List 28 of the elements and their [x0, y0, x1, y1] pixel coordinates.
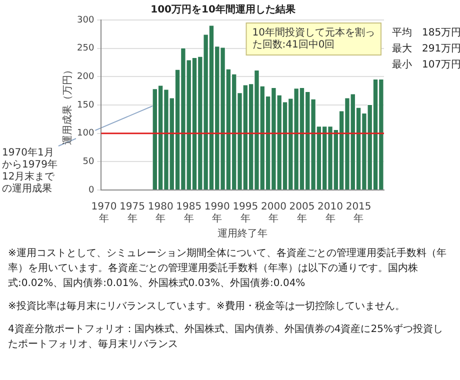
annotation: 1970年1月から1979年12月末までの運用成果: [2, 146, 58, 195]
x-tick-label: 2010年: [318, 202, 343, 225]
annotation: 10年間投資して元本を割った回数:41回中0回: [252, 26, 376, 51]
text: ※運用コストとして、シミュレーション期間全体について、各資産ごとの管理運用委託手数料（年率）を用いています。各資産ごとの管理運用委託手数料（年率）は以下の通りです。国内株式:0.02%、国内債券:0.01%、外国株式0.03%、外国債券:0.04%: [8, 246, 448, 291]
text: 4資産分散ポートフォリオ：国内株式、外国株式、国内債券、外国債券の4資産に25%ずつ投資したポートフォリオ、毎月末リバランス: [8, 322, 444, 352]
y-tick-label: 250: [76, 44, 94, 54]
text: 平均 185万円: [392, 26, 460, 39]
x-axis-title: 運用終了年: [218, 228, 268, 240]
x-tick-label: 1970年: [91, 202, 117, 225]
chart-title: 100万円を10年間運用した結果: [150, 4, 296, 16]
x-tick-label: 2015年: [346, 202, 372, 225]
x-tick-label: 1985年: [176, 202, 202, 225]
y-tick-label: 50: [82, 157, 94, 168]
y-tick-label: 300: [76, 15, 94, 26]
x-tick-label: 1980年: [148, 202, 174, 225]
text: ※投資比率は毎月末にリバランスしています。※費用・税金等は一切控除していません。: [8, 300, 406, 314]
text: 最大 291万円: [392, 42, 460, 55]
y-tick-label: 100: [76, 128, 94, 139]
text: 最小 107万円: [392, 58, 460, 71]
x-tick-label: 1995年: [232, 202, 258, 225]
y-tick-label: 0: [88, 185, 94, 196]
x-tick-label: 2005年: [289, 202, 315, 225]
x-tick-label: 1990年: [204, 202, 230, 225]
x-tick-label: 1975年: [120, 202, 146, 225]
x-tick-label: 2000年: [260, 202, 286, 225]
y-tick-label: 150: [76, 100, 94, 110]
y-tick-label: 200: [76, 72, 94, 82]
y-axis-title: 運用成果（万円）: [62, 65, 74, 145]
